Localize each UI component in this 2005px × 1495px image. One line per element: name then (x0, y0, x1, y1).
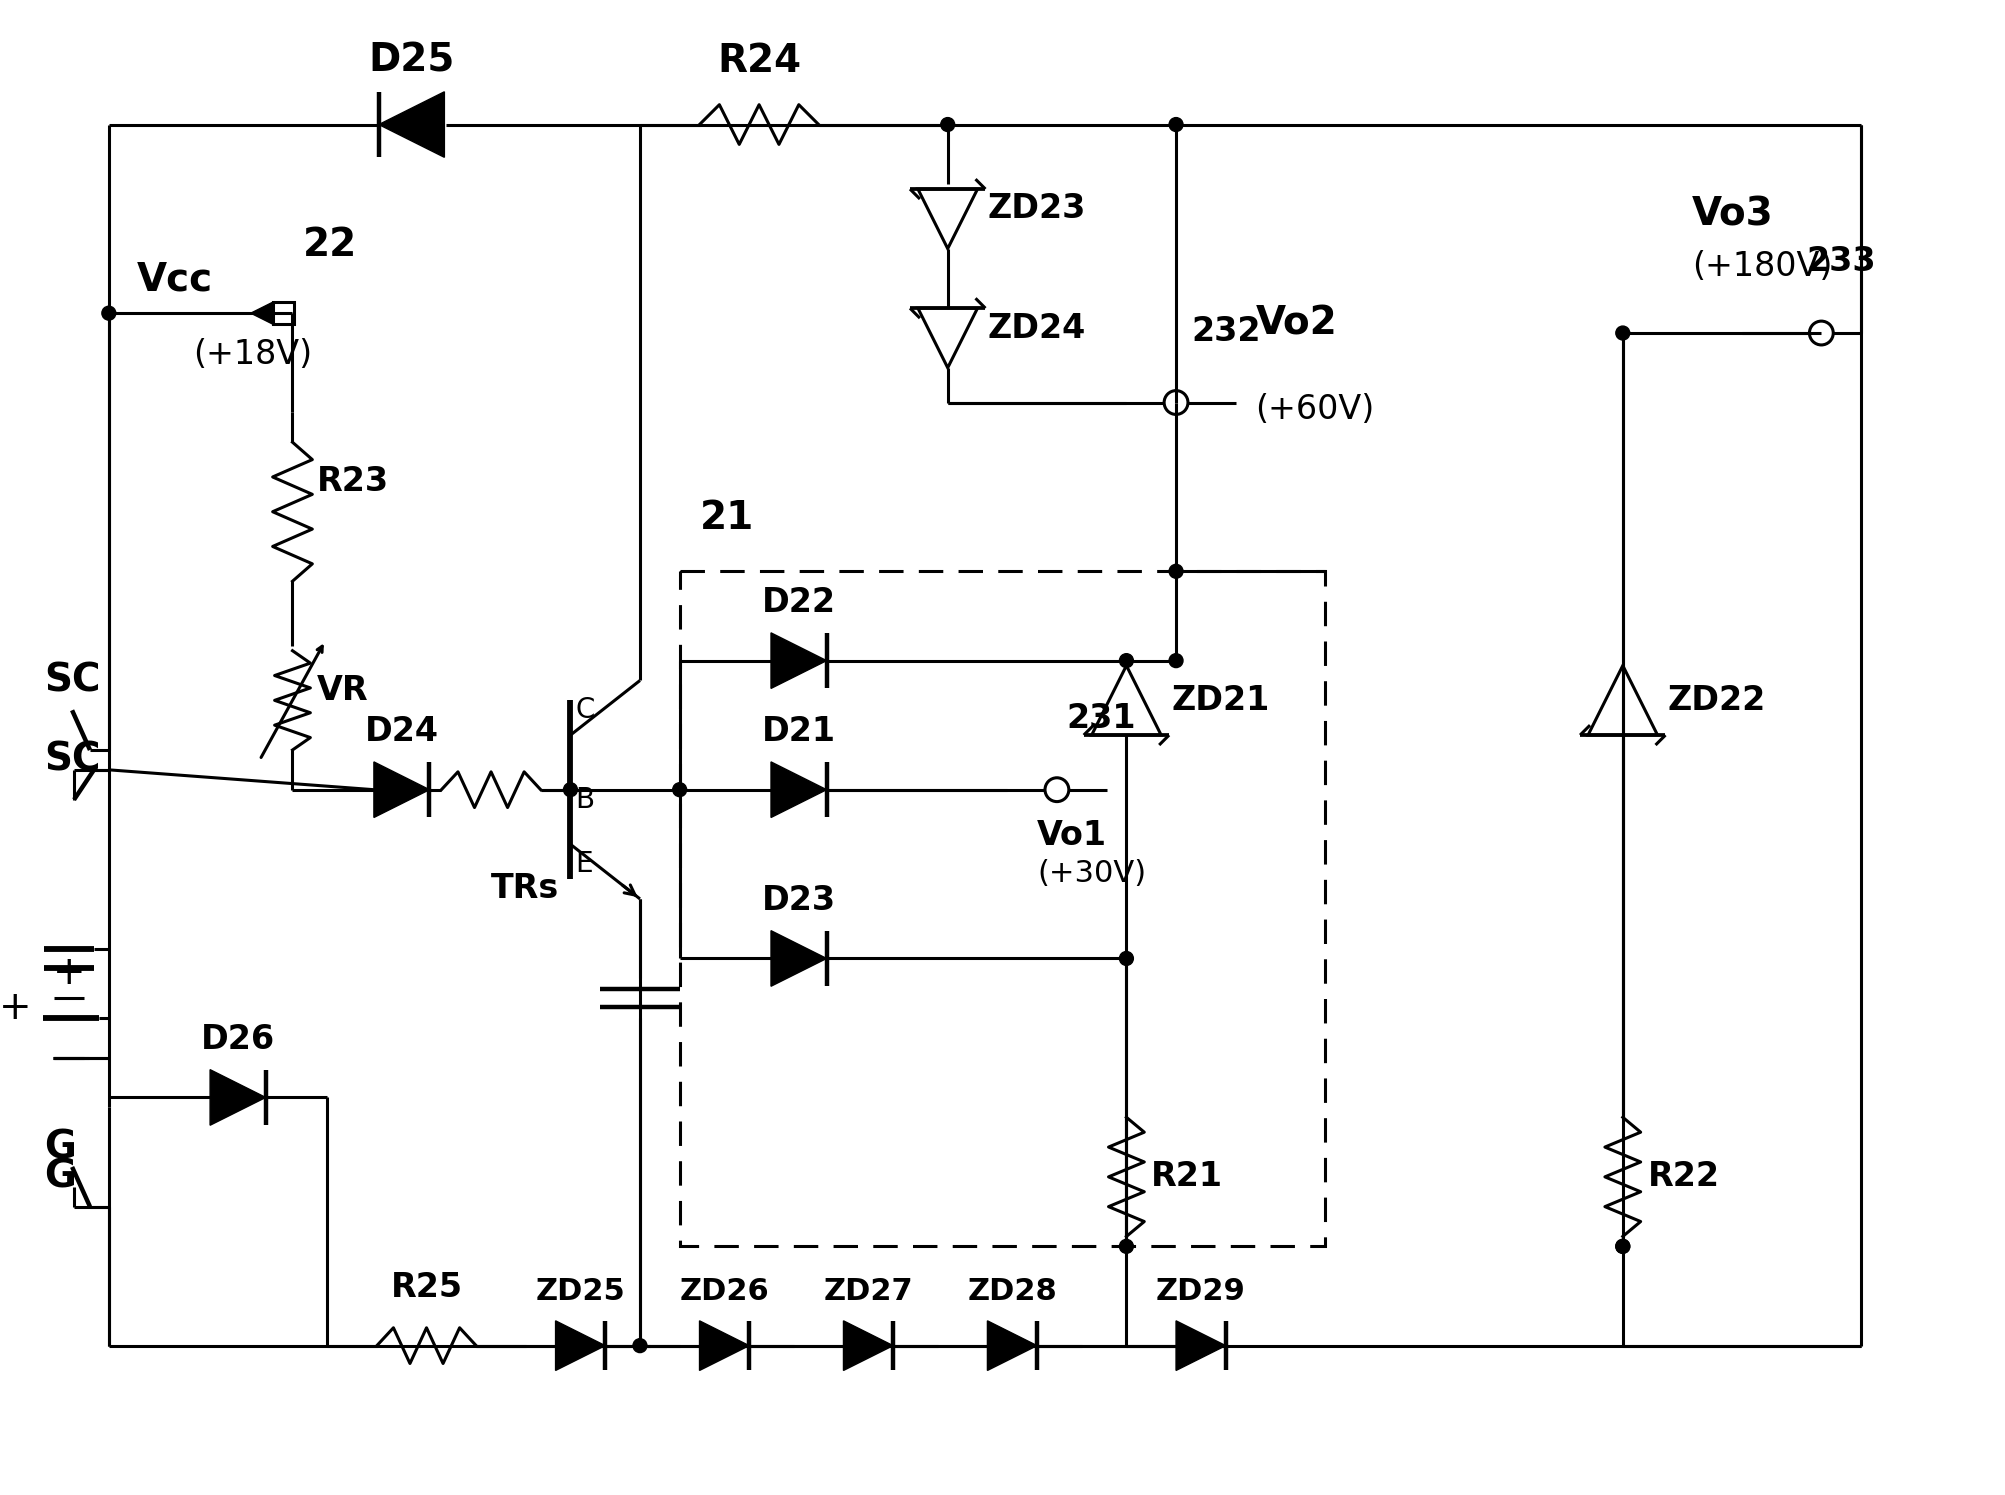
Polygon shape (772, 762, 826, 818)
Text: (+18V): (+18V) (192, 338, 313, 371)
Polygon shape (986, 1320, 1037, 1371)
Text: R23: R23 (317, 465, 389, 498)
Polygon shape (211, 1069, 267, 1126)
Polygon shape (1091, 665, 1161, 736)
Polygon shape (772, 632, 826, 688)
Circle shape (1045, 777, 1069, 801)
Text: 21: 21 (700, 498, 754, 537)
Polygon shape (844, 1320, 892, 1371)
Polygon shape (1588, 665, 1658, 736)
Text: (+180V): (+180V) (1692, 250, 1833, 284)
Text: TRs: TRs (491, 873, 559, 906)
Circle shape (1169, 118, 1183, 132)
Circle shape (563, 783, 577, 797)
Text: Vo1: Vo1 (1037, 819, 1107, 852)
Circle shape (1165, 390, 1187, 414)
Circle shape (1119, 653, 1133, 668)
Text: Vo2: Vo2 (1255, 305, 1337, 342)
Text: +: + (0, 990, 32, 1027)
Circle shape (1809, 321, 1833, 345)
Polygon shape (918, 308, 978, 368)
Circle shape (940, 118, 954, 132)
Text: D25: D25 (369, 42, 455, 79)
Polygon shape (1177, 1320, 1225, 1371)
Text: VR: VR (317, 674, 369, 707)
Text: ZD27: ZD27 (824, 1277, 912, 1307)
Text: C: C (575, 697, 595, 724)
Text: 233: 233 (1807, 245, 1877, 278)
Text: D22: D22 (762, 586, 836, 619)
Circle shape (1169, 653, 1183, 668)
Polygon shape (918, 188, 978, 248)
Text: 231: 231 (1067, 703, 1137, 736)
Bar (680, 571, 1325, 1247)
Polygon shape (373, 762, 429, 818)
Text: B: B (575, 785, 595, 813)
Text: SC: SC (44, 661, 100, 700)
Text: (+60V): (+60V) (1255, 393, 1375, 426)
Text: ZD25: ZD25 (535, 1277, 626, 1307)
Text: G: G (44, 1157, 76, 1196)
Polygon shape (555, 1320, 606, 1371)
Polygon shape (772, 931, 826, 987)
Text: 22: 22 (303, 226, 357, 263)
Polygon shape (379, 91, 445, 157)
Text: G: G (44, 1129, 76, 1166)
Text: ZD28: ZD28 (966, 1277, 1057, 1307)
Text: (+30V): (+30V) (1037, 860, 1147, 888)
Circle shape (634, 1338, 648, 1353)
Text: ZD29: ZD29 (1157, 1277, 1245, 1307)
Text: R25: R25 (391, 1271, 463, 1304)
Polygon shape (251, 302, 273, 324)
Text: R24: R24 (718, 42, 802, 79)
Circle shape (1616, 1239, 1630, 1253)
Text: ZD26: ZD26 (680, 1277, 770, 1307)
Circle shape (674, 783, 686, 797)
Text: D26: D26 (200, 1023, 275, 1055)
Text: E: E (575, 851, 593, 878)
Circle shape (102, 306, 116, 320)
Circle shape (1119, 1239, 1133, 1253)
Text: Vo3: Vo3 (1692, 196, 1774, 233)
Circle shape (1169, 564, 1183, 579)
Text: R22: R22 (1648, 1160, 1720, 1193)
Text: R21: R21 (1151, 1160, 1223, 1193)
Text: ZD23: ZD23 (986, 193, 1087, 226)
Polygon shape (273, 302, 295, 324)
Text: D21: D21 (762, 715, 836, 748)
Circle shape (1616, 1239, 1630, 1253)
Text: Vcc: Vcc (136, 260, 213, 299)
Text: D23: D23 (762, 884, 836, 916)
Text: +: + (52, 954, 86, 993)
Circle shape (1616, 326, 1630, 339)
Text: ZD22: ZD22 (1668, 683, 1766, 716)
Polygon shape (700, 1320, 750, 1371)
Text: D24: D24 (365, 715, 439, 748)
Text: ZD21: ZD21 (1171, 683, 1269, 716)
Text: SC: SC (44, 742, 100, 779)
Circle shape (1119, 951, 1133, 966)
Text: 232: 232 (1191, 315, 1261, 348)
Text: ZD24: ZD24 (986, 311, 1085, 344)
